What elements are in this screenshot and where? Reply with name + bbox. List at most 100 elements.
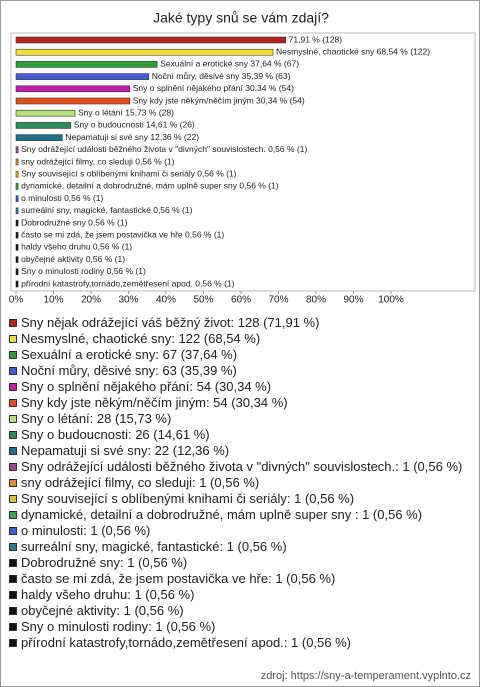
x-tick-label: 60% [231, 295, 251, 306]
legend-label: Sny související s oblíbenými knihami či … [21, 491, 355, 506]
bar-label: Sny odrážející události běžného života v… [21, 144, 307, 154]
legend-item: Nepamatuji si své sny: 22 (12,36 %) [9, 443, 464, 459]
legend-label: surreální sny, magické, fantastické: 1 (… [21, 539, 287, 554]
legend-marker [9, 367, 17, 375]
bar [15, 195, 19, 202]
legend-label: dynamické, detailní a dobrodružné, mám u… [21, 507, 423, 522]
legend-marker [9, 495, 17, 503]
bar [15, 36, 286, 44]
legend-marker [9, 511, 17, 519]
legend-item: Sny o splnění nějakého přání: 54 (30,34 … [9, 379, 464, 395]
legend-item: Sexuální a erotické sny: 67 (37,64 %) [9, 347, 464, 363]
legend: Sny nějak odrážející váš běžný život: 12… [9, 315, 464, 651]
legend-item: obyčejné aktivity: 1 (0,56 %) [9, 603, 464, 619]
bar-label: sny odrážející filmy, co sleduji 0,56 % … [21, 156, 175, 166]
legend-item: Sny o budoucnosti: 26 (14,61 %) [9, 427, 464, 443]
bar [15, 146, 19, 154]
legend-label: Sny odrážející události běžného života v… [21, 459, 463, 474]
x-tick-label: 0% [9, 295, 24, 306]
legend-marker [9, 415, 17, 423]
legend-item: často se mi zdá, že jsem postavička ve h… [9, 571, 464, 587]
legend-item: Nesmyslné, chaotické sny: 122 (68,54 %) [9, 331, 464, 347]
legend-label: Dobrodružné sny: 1 (0,56 %) [21, 555, 188, 570]
bar [15, 109, 76, 117]
legend-label: obyčejné aktivity: 1 (0,56 %) [21, 603, 184, 618]
bar-label: o minulosti 0,56 % (1) [21, 193, 103, 203]
legend-item: Sny kdy jste někým/něčím jiným: 54 (30,3… [9, 395, 464, 411]
legend-label: Sexuální a erotické sny: 67 (37,64 %) [21, 347, 238, 362]
source: zdroj: https://sny-a-temperament.vyplnto… [260, 670, 471, 682]
legend-marker [9, 463, 17, 471]
legend-marker [9, 623, 17, 631]
bar [15, 268, 19, 276]
bar [15, 256, 19, 263]
legend-marker [9, 543, 17, 551]
bar-label: obyčejné aktivity 0,56 % (1) [21, 254, 125, 264]
x-tick-label: 30% [118, 295, 138, 306]
bar [15, 231, 19, 239]
legend-label: Sny o létání: 28 (15,73 %) [21, 411, 172, 426]
bar [15, 170, 19, 178]
legend-item: Dobrodružné sny: 1 (0,56 %) [9, 555, 464, 571]
legend-marker [9, 575, 17, 583]
legend-item: Sny o létání: 28 (15,73 %) [9, 411, 464, 427]
bar-label: 71,91 % (128) [289, 34, 343, 44]
legend-marker [9, 527, 17, 535]
x-tick-label: 20% [81, 295, 101, 306]
bar [15, 85, 131, 93]
x-tick-label: 90% [343, 295, 363, 306]
legend-label: Sny nějak odrážející váš běžný život: 12… [21, 315, 320, 330]
legend-label: o minulosti: 1 (0,56 %) [21, 523, 151, 538]
bar-label: Sny o budoucnosti 14,61 % (26) [74, 120, 195, 130]
legend-item: přírodní katastrofy,tornádo,zemětřesení … [9, 635, 464, 651]
legend-label: Nesmyslné, chaotické sny: 122 (68,54 %) [21, 331, 261, 346]
legend-label: Sny o budoucnosti: 26 (14,61 %) [21, 427, 210, 442]
legend-label: haldy všeho druhu: 1 (0,56 %) [21, 587, 195, 602]
plot-frame [10, 32, 476, 292]
x-tick-label: 70% [268, 295, 288, 306]
bar-label: Sexuální a erotické sny 37,64 % (67) [160, 59, 299, 69]
x-tick-label: 80% [306, 295, 326, 306]
legend-marker [9, 479, 17, 487]
bar-label: haldy všeho druhu 0,56 % (1) [21, 242, 132, 252]
legend-marker [9, 447, 17, 455]
bar [15, 207, 19, 215]
chart: Jaké typy snů se vám zdají? 0% 10% 20% 30% 4… [9, 10, 476, 306]
bar-label: Sny o splnění nějakého přání 30,34 % (54… [133, 83, 294, 93]
bar-label: přírodní katastrofy,tornádo,zemětřesení … [21, 278, 235, 288]
legend-marker [9, 591, 17, 599]
legend-marker [9, 335, 17, 343]
bar [15, 183, 19, 190]
legend-label: přírodní katastrofy,tornádo,zemětřesení … [21, 635, 351, 650]
bar-label: Noční můry, děsivé sny 35,39 % (63) [152, 71, 291, 81]
x-tick-label: 100% [378, 295, 404, 306]
legend-item: o minulosti: 1 (0,56 %) [9, 523, 464, 539]
legend-label: sny odrážející filmy, co sleduji: 1 (0,5… [21, 475, 260, 490]
legend-label: Nepamatuji si své sny: 22 (12,36 %) [21, 443, 230, 458]
bar-label: Sny o minulosti rodiny 0,56 % (1) [21, 266, 146, 276]
legend-item: Sny nějak odrážející váš běžný život: 12… [9, 315, 464, 331]
bar [15, 280, 19, 288]
legend-label: Sny kdy jste někým/něčím jiným: 54 (30,3… [21, 395, 288, 410]
bar-label: Sny o létání 15,73 % (28) [78, 107, 174, 117]
legend-item: dynamické, detailní a dobrodružné, mám u… [9, 507, 464, 523]
bar [15, 134, 63, 141]
legend-label: Sny o minulosti rodiny: 1 (0,56 %) [21, 619, 216, 634]
legend-marker [9, 319, 17, 327]
legend-marker [9, 639, 17, 647]
bar [15, 97, 131, 105]
bar [15, 73, 150, 80]
bar-label: Dobrodružné sny 0,56 % (1) [21, 217, 127, 227]
legend-item: haldy všeho druhu: 1 (0,56 %) [9, 587, 464, 603]
bar-label: často se mi zdá, že jsem postavička ve h… [21, 229, 224, 239]
bar [15, 219, 19, 227]
legend-marker [9, 607, 17, 615]
legend-item: Sny související s oblíbenými knihami či … [9, 491, 464, 507]
bar [15, 244, 19, 251]
legend-label: často se mi zdá, že jsem postavička ve h… [21, 571, 336, 586]
legend-item: Noční můry, děsivé sny: 63 (35,39 %) [9, 363, 464, 379]
x-tick-label: 40% [156, 295, 176, 306]
x-tick-label: 50% [193, 295, 213, 306]
bar [15, 48, 274, 56]
